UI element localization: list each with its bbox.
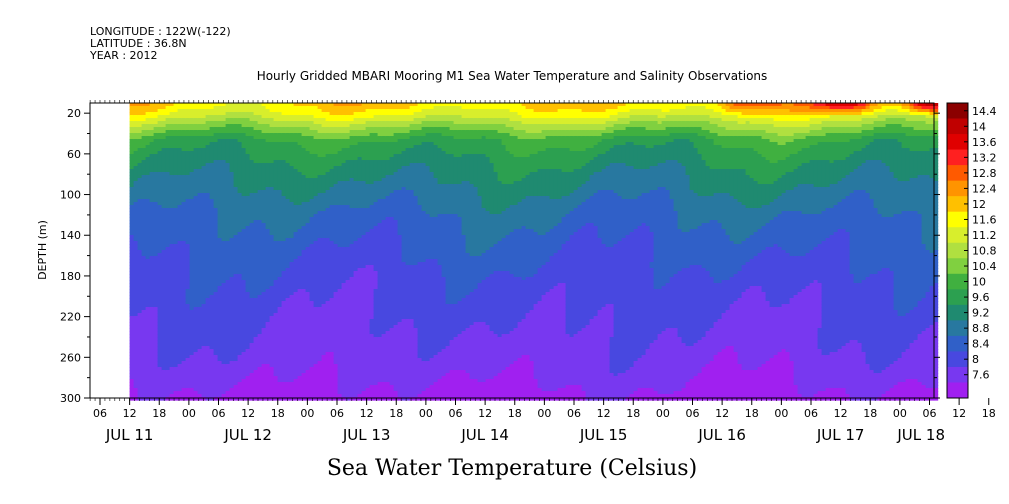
colorbar-label: 12 xyxy=(972,198,986,211)
colorbar-swatch xyxy=(947,242,968,259)
chart-title: Hourly Gridded MBARI Mooring M1 Sea Wate… xyxy=(257,69,768,83)
colorbar-label: 8 xyxy=(972,353,979,366)
y-tick-label: 180 xyxy=(60,270,81,283)
colorbar-label: 8.4 xyxy=(972,338,990,351)
colorbar-swatch xyxy=(947,103,968,119)
colorbar-label: 13.6 xyxy=(972,136,997,149)
colorbar-label: 8.8 xyxy=(972,322,990,335)
colorbar-swatch xyxy=(947,211,968,228)
colorbar-swatch xyxy=(947,258,968,275)
colorbar-label: 9.6 xyxy=(972,291,990,304)
x-hour-tick-label: 06 xyxy=(449,407,463,420)
x-day-label: JUL 13 xyxy=(342,426,391,444)
x-axis: 06 12 18 00 06 12 18 00 06 12 18 00 06 12 18 00 06 12 18 00… xyxy=(93,398,996,444)
colorbar-label: 7.6 xyxy=(972,369,990,382)
x-hour-tick-label: 12 xyxy=(123,407,137,420)
x-hour-tick-label: 06 xyxy=(686,407,700,420)
x-hour-tick-label: 12 xyxy=(360,407,374,420)
x-hour-tick-label: 06 xyxy=(93,407,107,420)
colorbar-label: 10 xyxy=(972,276,986,289)
y-tick-label: 260 xyxy=(60,351,81,364)
x-hour-tick-label: 18 xyxy=(745,407,759,420)
y-axis-label: DEPTH (m) xyxy=(36,220,49,280)
x-day-label: JUL 17 xyxy=(816,426,865,444)
colorbar-label: 14.4 xyxy=(972,105,997,118)
colorbar-swatch xyxy=(947,273,968,290)
y-tick-label: 300 xyxy=(60,392,81,405)
x-hour-tick-label: 06 xyxy=(330,407,344,420)
colorbar-swatch xyxy=(947,351,968,368)
x-day-label: JUL 15 xyxy=(579,426,628,444)
latitude-label: LATITUDE : 36.8N xyxy=(90,37,187,50)
colorbar-swatch xyxy=(947,289,968,306)
year-label: YEAR : 2012 xyxy=(89,49,158,62)
x-day-label: JUL 14 xyxy=(460,426,509,444)
longitude-label: LONGITUDE : 122W(-122) xyxy=(90,25,231,38)
colorbar-swatch xyxy=(947,366,968,383)
y-axis: 20 60 100 140 180 220 260 300 xyxy=(60,107,940,405)
colorbar-label: 11.6 xyxy=(972,213,997,226)
colorbar-label: 10.4 xyxy=(972,260,997,273)
x-hour-tick-label: 00 xyxy=(419,407,433,420)
x-hour-tick-label: 06 xyxy=(804,407,818,420)
colorbar-label: 11.2 xyxy=(972,229,997,242)
x-hour-tick-label: 00 xyxy=(774,407,788,420)
x-hour-tick-label: 06 xyxy=(212,407,226,420)
colorbar-label: 9.2 xyxy=(972,307,990,320)
x-hour-tick-label: 18 xyxy=(982,407,996,420)
x-hour-tick-label: 00 xyxy=(656,407,670,420)
x-hour-tick-label: 18 xyxy=(152,407,166,420)
x-day-label: JUL 16 xyxy=(697,426,746,444)
y-tick-label: 100 xyxy=(60,189,81,202)
x-day-label: JUL 12 xyxy=(223,426,272,444)
colorbar-label: 12.4 xyxy=(972,182,997,195)
colorbar-label: 13.2 xyxy=(972,151,997,164)
colorbar-swatch xyxy=(947,304,968,321)
chart-caption: Sea Water Temperature (Celsius) xyxy=(327,456,697,481)
colorbar-label: 14 xyxy=(972,120,986,133)
x-hour-tick-label: 18 xyxy=(863,407,877,420)
y-tick-label: 20 xyxy=(67,107,81,120)
x-hour-tick-label: 06 xyxy=(923,407,937,420)
colorbar-swatch xyxy=(947,180,968,197)
x-hour-tick-label: 12 xyxy=(478,407,492,420)
x-hour-tick-label: 00 xyxy=(182,407,196,420)
colorbar-swatch xyxy=(947,227,968,244)
colorbar-swatch xyxy=(947,165,968,182)
x-day-label: JUL 11 xyxy=(105,426,154,444)
x-hour-tick-label: 18 xyxy=(389,407,403,420)
x-hour-tick-label: 18 xyxy=(271,407,285,420)
y-tick-label: 60 xyxy=(67,148,81,161)
x-hour-tick-label: 00 xyxy=(300,407,314,420)
x-hour-tick-label: 00 xyxy=(537,407,551,420)
y-tick-label: 140 xyxy=(60,229,81,242)
x-hour-tick-label: 12 xyxy=(834,407,848,420)
colorbar-swatch xyxy=(947,335,968,352)
x-hour-tick-label: 12 xyxy=(952,407,966,420)
x-day-label: JUL 18 xyxy=(896,426,945,444)
colorbar-swatch xyxy=(947,149,968,166)
x-hour-tick-label: 12 xyxy=(241,407,255,420)
x-hour-tick-label: 12 xyxy=(597,407,611,420)
colorbar-swatch xyxy=(947,134,968,150)
y-tick-label: 220 xyxy=(60,311,81,324)
x-hour-tick-label: 00 xyxy=(893,407,907,420)
colorbar-swatch xyxy=(947,196,968,213)
colorbar-label: 10.8 xyxy=(972,245,997,258)
colorbar-label: 12.8 xyxy=(972,167,997,180)
x-hour-tick-label: 12 xyxy=(715,407,729,420)
x-hour-tick-label: 18 xyxy=(626,407,640,420)
plot-area xyxy=(89,100,939,401)
colorbar-swatch xyxy=(947,320,968,337)
colorbar: 14.4 14 13.6 13.2 12.8 12.4 12 11.6 11.2 10.8 10.4… xyxy=(946,102,997,399)
colorbar-swatch xyxy=(947,118,968,135)
x-hour-tick-label: 18 xyxy=(508,407,522,420)
colorbar-swatch xyxy=(947,382,968,399)
x-hour-tick-label: 06 xyxy=(567,407,581,420)
